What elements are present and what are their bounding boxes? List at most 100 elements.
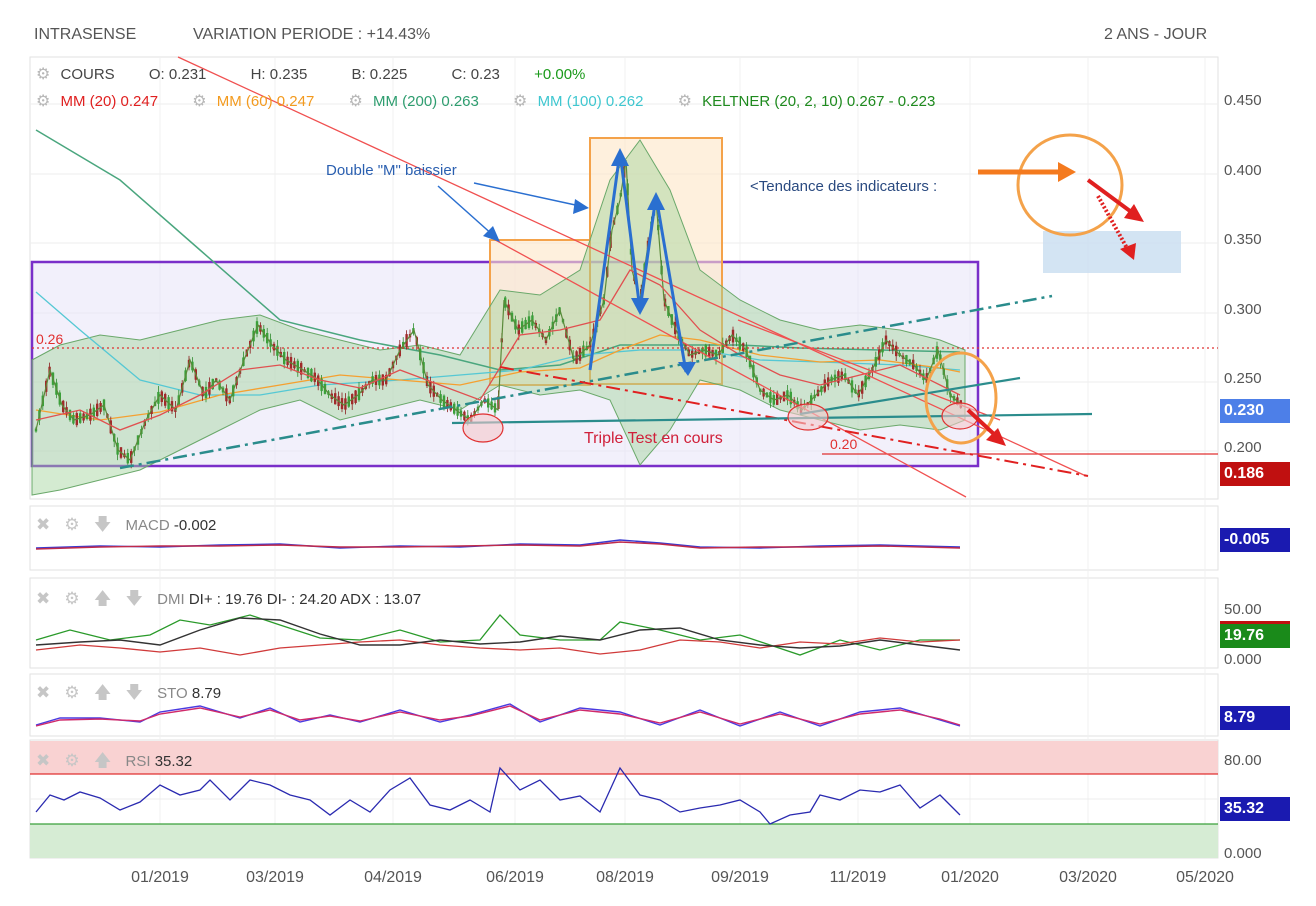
- bearish-arrow-current: [966, 408, 998, 438]
- dmi-title: DMI: [157, 591, 185, 608]
- mm100-line: [35, 291, 961, 396]
- arrow-down-icon[interactable]: 🡇: [93, 515, 112, 534]
- rising-teal-line: [799, 376, 1021, 416]
- di-minus-line: [35, 637, 961, 656]
- triple-test-annotation: Triple Test en cours: [584, 430, 723, 447]
- close-icon[interactable]: ✖: [36, 751, 51, 770]
- gear-icon[interactable]: ⚙: [348, 93, 363, 110]
- dmi-panel-header: ✖ ⚙ 🡅 🡇 DMI DI+ : 19.76 DI- : 24.20 ADX …: [36, 586, 421, 615]
- sto-value-box: 8.79: [1220, 706, 1290, 730]
- indicator-orange-arrow-head: [1058, 162, 1076, 182]
- sto-title: STO: [157, 685, 188, 702]
- high-value: H: 0.235: [250, 66, 308, 83]
- open-value: O: 0.231: [148, 66, 207, 83]
- arrow-down-icon[interactable]: 🡇: [125, 589, 143, 608]
- ticker-title: INTRASENSE: [34, 26, 137, 43]
- x-tick-label: 04/2019: [364, 869, 422, 886]
- close-icon[interactable]: ✖: [36, 515, 51, 534]
- macd-value-box: -0.005: [1220, 528, 1290, 552]
- dmi-y-tick: 50.00: [1224, 601, 1262, 618]
- bearish-arrow-current-head: [986, 428, 1006, 446]
- current-price-box: 0.230: [1220, 399, 1290, 423]
- y-tick-label: 0.250: [1224, 370, 1262, 387]
- gear-icon[interactable]: ⚙: [64, 751, 80, 770]
- period-label[interactable]: 2 ANS - JOUR: [1104, 26, 1208, 43]
- level-026-annotation: 0.26: [36, 331, 64, 347]
- dmi-panel-frame: [29, 577, 1219, 669]
- double-m-callout-1: [437, 185, 495, 237]
- sto-d-line: [35, 705, 961, 727]
- m-arrow-bot: [678, 362, 696, 376]
- y-tick-label: 0.450: [1224, 92, 1262, 109]
- level-020-annotation: 0.20: [830, 436, 858, 452]
- dmi-y-tick: 0.000: [1224, 651, 1262, 668]
- indicator-red-arrow: [1086, 178, 1136, 216]
- dmi-red-marker: [1220, 621, 1290, 624]
- support-line-teal: [451, 412, 1093, 425]
- double-m-annotation: Double "M" baissier: [326, 162, 457, 179]
- rsi-overbought-zone: [30, 741, 1218, 774]
- callout-2-head: [573, 199, 589, 214]
- rsi-oversold-zone: [30, 824, 1218, 858]
- gear-icon[interactable]: ⚙: [513, 93, 528, 110]
- close-value: C: 0.23: [451, 66, 500, 83]
- change-value: +0.00%: [534, 66, 586, 83]
- rsi-y-tick: 0.000: [1224, 845, 1262, 862]
- rsi-title: RSI: [125, 753, 151, 770]
- arrow-up-icon[interactable]: 🡅: [93, 751, 112, 770]
- x-tick-label: 08/2019: [596, 869, 654, 886]
- rsi-line: [35, 766, 961, 825]
- gear-icon[interactable]: ⚙: [64, 589, 80, 608]
- test-circle-1: [462, 413, 504, 443]
- double-m-callout-2: [473, 182, 581, 207]
- indicator-orange-circle: [1016, 133, 1124, 237]
- arrow-down-icon[interactable]: 🡇: [125, 683, 143, 702]
- sto-value: 8.79: [191, 685, 222, 702]
- close-icon[interactable]: ✖: [36, 683, 51, 702]
- x-tick-label: 09/2019: [711, 869, 769, 886]
- indicator-red-dotted-arrow-head: [1120, 243, 1136, 260]
- gear-icon[interactable]: ⚙: [192, 93, 207, 110]
- test-circle-2: [787, 403, 829, 431]
- indicator-target-zone: [1043, 231, 1181, 273]
- downtrend-line-upper: [177, 56, 1087, 477]
- close-icon[interactable]: ✖: [36, 589, 51, 608]
- sto-panel-frame: [29, 673, 1219, 737]
- mm20-legend: MM (20) 0.247: [60, 93, 159, 110]
- low-value: B: 0.225: [351, 66, 408, 83]
- adx-line: [35, 617, 961, 651]
- rsi-panel-header: ✖ ⚙ 🡅 RSI 35.32: [36, 748, 192, 777]
- dmi-value-box: 19.76: [1220, 624, 1290, 648]
- gear-icon[interactable]: ⚙: [36, 66, 51, 83]
- x-tick-label: 03/2020: [1059, 869, 1117, 886]
- callout-1-head: [483, 226, 500, 242]
- mm60-line: [35, 334, 961, 421]
- x-tick-label: 01/2020: [941, 869, 999, 886]
- gear-icon[interactable]: ⚙: [64, 515, 80, 534]
- x-tick-label: 06/2019: [486, 869, 544, 886]
- rsi-value-box: 35.32: [1220, 797, 1290, 821]
- arrow-up-icon[interactable]: 🡅: [93, 683, 112, 702]
- downtrend-line-lower: [489, 236, 967, 498]
- dmi-value: DI+ : 19.76 DI- : 24.20 ADX : 13.07: [188, 591, 422, 608]
- gear-icon[interactable]: ⚙: [64, 683, 80, 702]
- x-tick-label: 03/2019: [246, 869, 304, 886]
- rsi-value: 35.32: [154, 753, 193, 770]
- x-tick-label: 05/2020: [1176, 869, 1234, 886]
- mm20-line: [35, 269, 961, 431]
- macd-title: MACD: [125, 517, 170, 534]
- price-panel-frame: [29, 56, 1219, 500]
- y-tick-label: 0.350: [1224, 231, 1262, 248]
- mm60-legend: MM (60) 0.247: [216, 93, 315, 110]
- current-orange-circle: [924, 351, 998, 445]
- gear-icon[interactable]: ⚙: [677, 93, 692, 110]
- macd-panel-frame: [29, 505, 1219, 571]
- ohlc-legend: ⚙ COURS O: 0.231 H: 0.235 B: 0.225 C: 0.…: [36, 64, 591, 84]
- gear-icon[interactable]: ⚙: [36, 93, 51, 110]
- arrow-up-icon[interactable]: 🡅: [93, 589, 112, 608]
- ma-legend: ⚙ MM (20) 0.247 ⚙ MM (60) 0.247 ⚙ MM (20…: [36, 91, 941, 111]
- sto-panel-header: ✖ ⚙ 🡅 🡇 STO 8.79: [36, 680, 221, 709]
- variation-periode: VARIATION PERIODE : +14.43%: [193, 26, 431, 43]
- m-arrow-top2: [647, 192, 665, 210]
